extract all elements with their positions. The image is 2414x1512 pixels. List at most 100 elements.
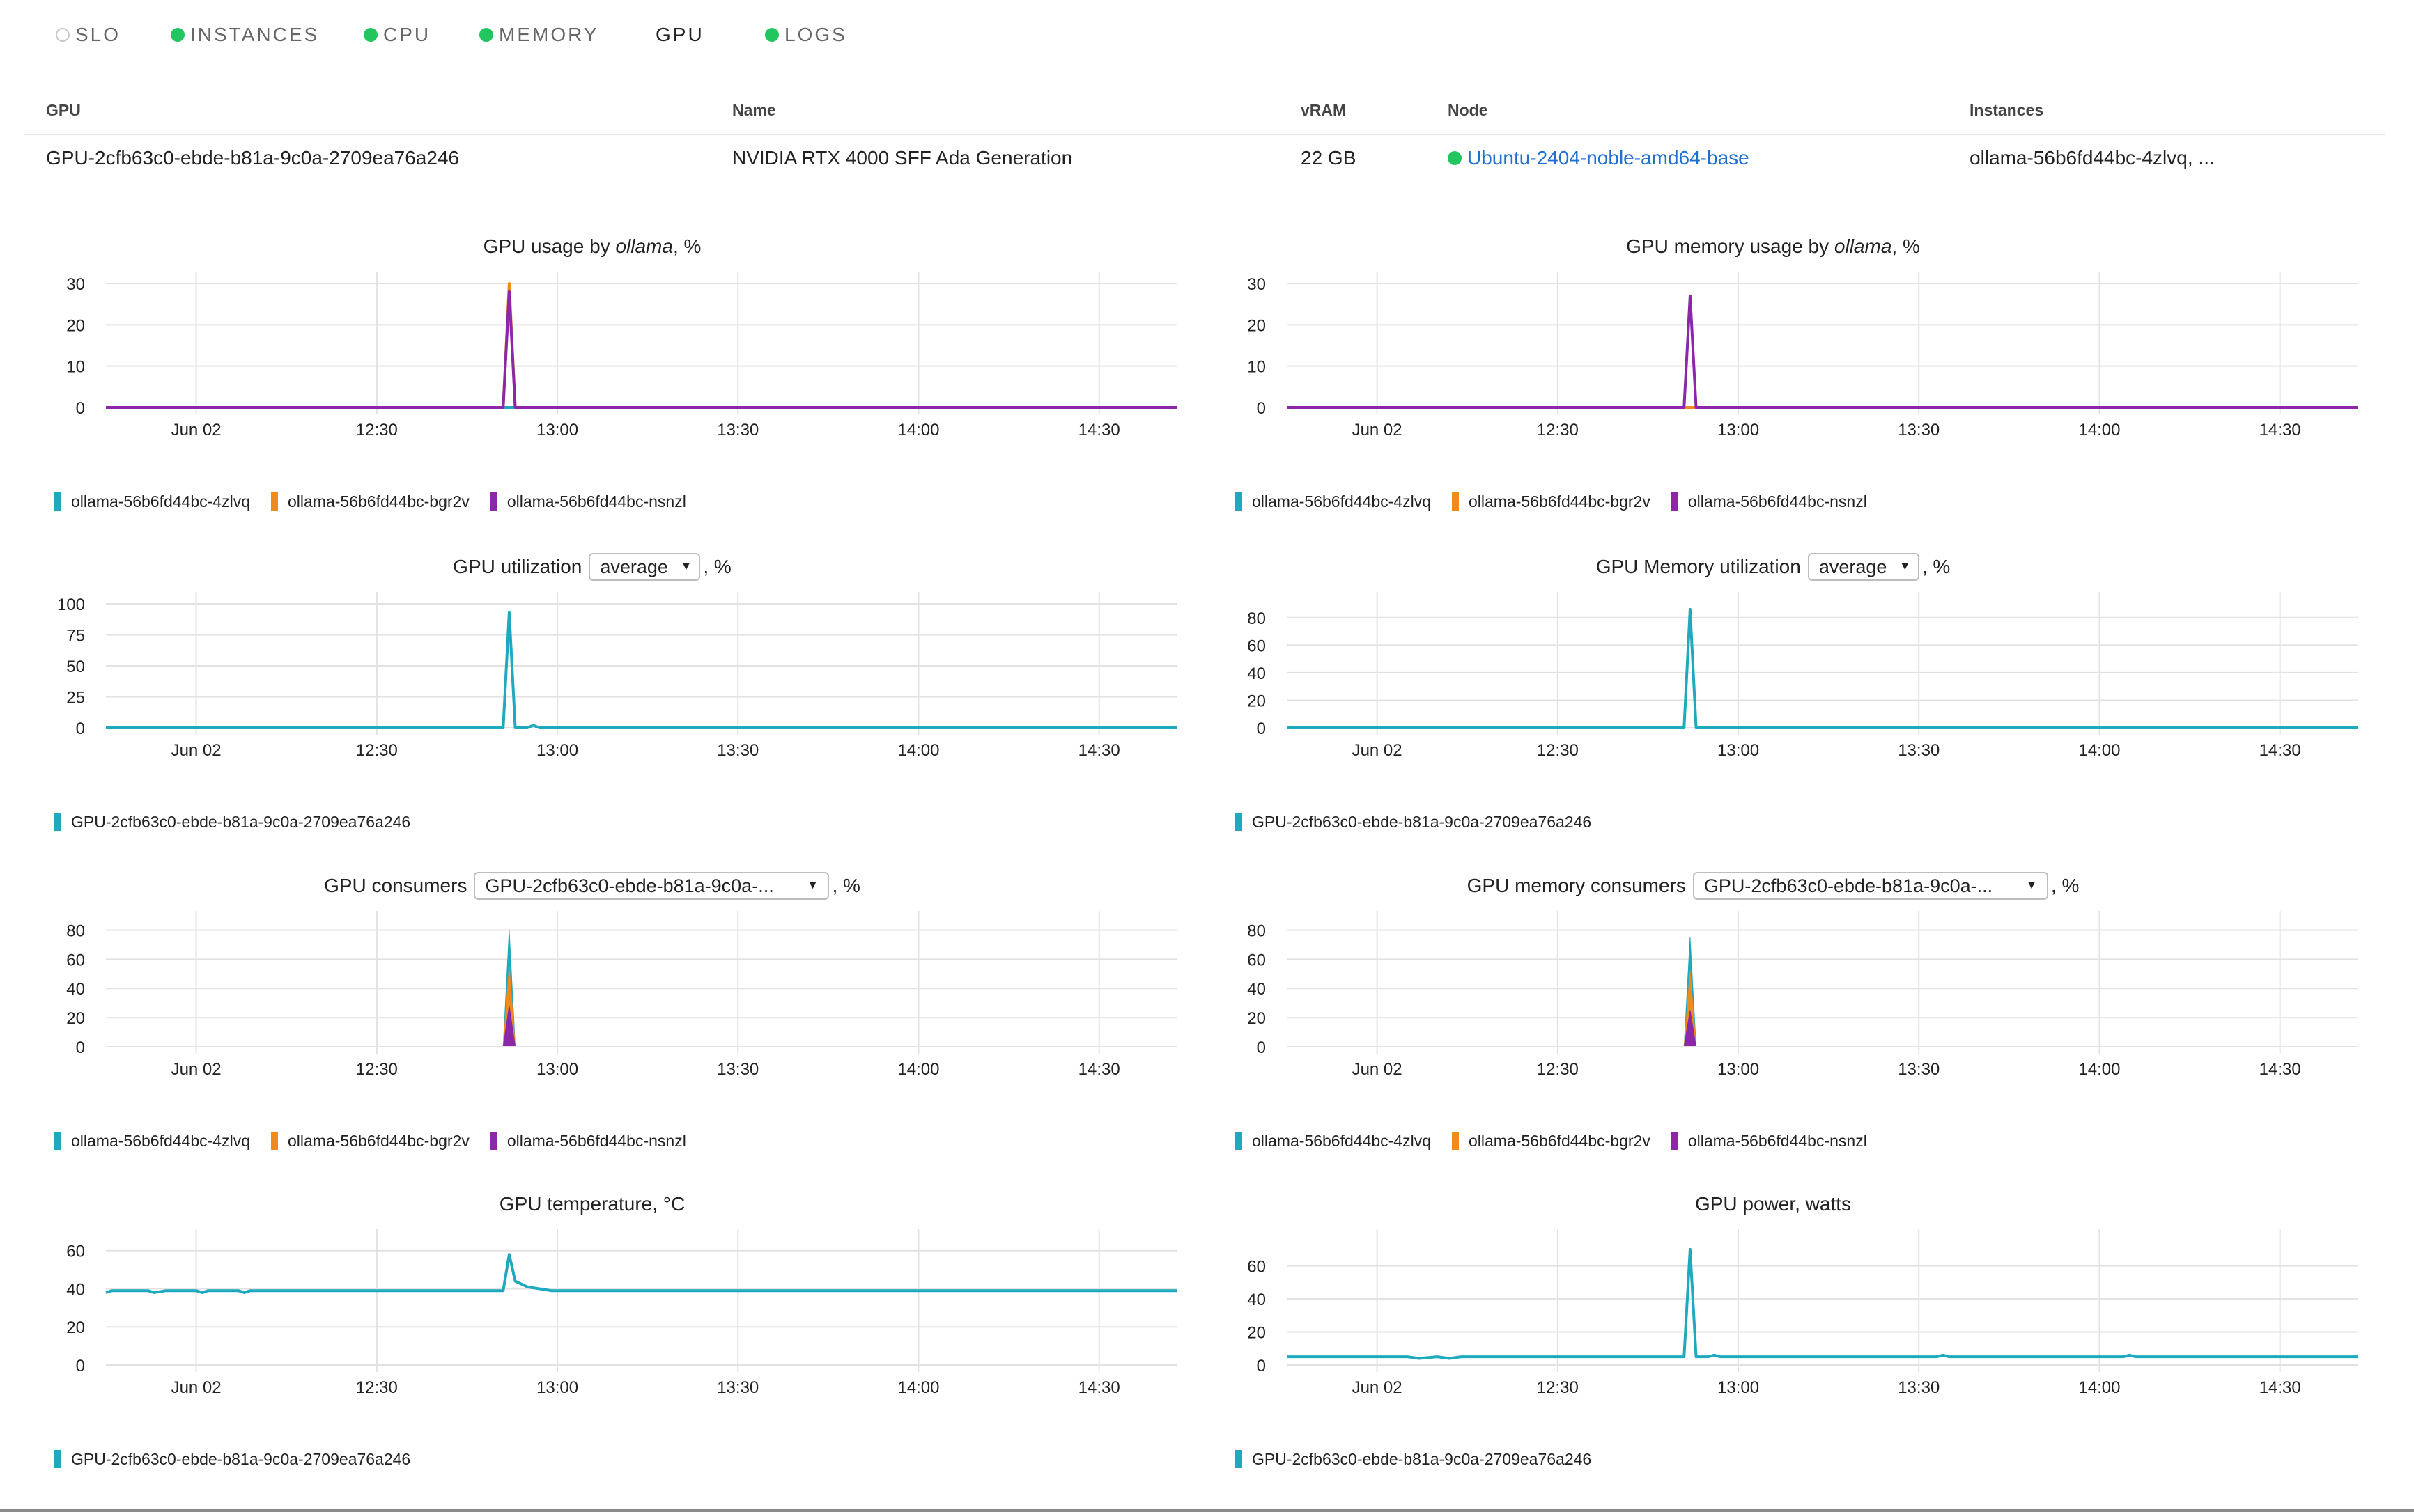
cell-instances: ollama-56b6fd44bc-4zlvq, ... [1970, 147, 2215, 169]
tab-slo[interactable]: SLO [56, 21, 121, 49]
tab-logs[interactable]: LOGS [765, 21, 847, 49]
tab-label: GPU [656, 24, 704, 45]
y-tick-label: 20 [66, 1318, 85, 1337]
cell-gpu-name: NVIDIA RTX 4000 SFF Ada Generation [732, 147, 1073, 169]
tab-bar: SLO INSTANCES CPU MEMORY GPU LOGS [0, 0, 2414, 70]
legend-label: ollama-56b6fd44bc-bgr2v [1469, 1131, 1650, 1150]
x-tick-label: 14:00 [2078, 421, 2120, 439]
x-tick-label: Jun 02 [171, 421, 222, 439]
legend-swatch-icon [1235, 1132, 1242, 1150]
status-ok-icon [171, 28, 185, 42]
gpu-memory-utilization-chart[interactable]: Jun 02 12:30 13:00 13:30 14:00 14:30 0 20 40 60 80 [1181, 589, 2365, 808]
select-value: average [1818, 556, 1887, 577]
legend-label: GPU-2cfb63c0-ebde-b81a-9c0a-2709ea76a246 [1252, 1449, 1592, 1468]
legend-item[interactable]: ollama-56b6fd44bc-nsnzl [490, 1132, 686, 1151]
chart-legend: ollama-56b6fd44bc-4zlvq ollama-56b6fd44bc… [1235, 489, 1888, 514]
x-tick-label: 13:00 [536, 1378, 578, 1397]
chart-legend: GPU-2cfb63c0-ebde-b81a-9c0a-2709ea76a246 [54, 809, 431, 834]
x-tick-label: 13:00 [1717, 1378, 1759, 1397]
title-text: GPU Memory utilization [1595, 556, 1801, 577]
node-link[interactable]: Ubuntu-2404-noble-amd64-base [1467, 147, 1749, 169]
gpu-memory-usage-chart[interactable]: Jun 02 12:30 13:00 13:30 14:00 14:30 0 10 20 30 [1181, 268, 2365, 488]
x-tick-label: 14:30 [2259, 421, 2301, 439]
x-tick-label: 14:30 [1078, 421, 1120, 439]
x-tick-label: 13:30 [717, 421, 759, 439]
tab-instances[interactable]: INSTANCES [171, 21, 319, 49]
x-tick-label: 12:30 [356, 421, 398, 439]
gpu-power-panel: GPU power, watts Jun 02 12:30 13:00 13:30 14… [1181, 1187, 2365, 1480]
legend-item[interactable]: ollama-56b6fd44bc-4zlvq [54, 492, 250, 511]
x-tick-label: 13:30 [717, 1060, 759, 1079]
tab-memory[interactable]: MEMORY [479, 21, 599, 49]
column-header-instances[interactable]: Instances [1970, 101, 2044, 119]
panel-title: GPU power, watts [1694, 1193, 1852, 1215]
legend-item[interactable]: GPU-2cfb63c0-ebde-b81a-9c0a-2709ea76a246 [1235, 1450, 1591, 1469]
tab-gpu[interactable]: GPU [656, 21, 704, 49]
y-tick-label: 100 [57, 595, 85, 614]
gpu-select[interactable]: GPU-2cfb63c0-ebde-b81a-9c0a-... ▼ [1692, 872, 2048, 900]
legend-swatch-icon [1452, 1132, 1459, 1150]
legend-item[interactable]: ollama-56b6fd44bc-4zlvq [54, 1132, 250, 1151]
x-tick-label: 14:00 [2078, 1060, 2120, 1079]
gpu-memory-consumers-chart[interactable]: Jun 02 12:30 13:00 13:30 14:00 14:30 0 20 40 60 80 [1181, 907, 2365, 1127]
y-tick-label: 20 [66, 316, 85, 335]
legend-label: ollama-56b6fd44bc-4zlvq [1252, 1131, 1431, 1150]
gpu-usage-chart[interactable]: Jun 02 12:30 13:00 13:30 14:00 14:30 0 10 20 30 [0, 268, 1184, 488]
legend-item[interactable]: ollama-56b6fd44bc-bgr2v [271, 1132, 470, 1151]
status-ok-icon [765, 28, 779, 42]
aggregation-select[interactable]: average ▼ [589, 553, 701, 581]
gpu-consumers-panel: GPU consumers GPU-2cfb63c0-ebde-b81a-9c0… [0, 869, 1184, 1162]
column-header-node[interactable]: Node [1448, 101, 1488, 119]
gpu-temperature-chart[interactable]: Jun 02 12:30 13:00 13:30 14:00 14:30 0 20 40 60 [0, 1226, 1184, 1445]
x-tick-label: 13:30 [1898, 421, 1940, 439]
legend-item[interactable]: ollama-56b6fd44bc-bgr2v [271, 492, 470, 511]
legend-item[interactable]: ollama-56b6fd44bc-nsnzl [1671, 1132, 1867, 1151]
legend-item[interactable]: ollama-56b6fd44bc-bgr2v [1452, 492, 1650, 511]
x-tick-label: Jun 02 [171, 741, 222, 760]
gpu-consumers-chart[interactable]: Jun 02 12:30 13:00 13:30 14:00 14:30 0 20 40 60 80 [0, 907, 1184, 1127]
x-tick-label: 13:00 [1717, 421, 1759, 439]
column-header-name[interactable]: Name [732, 101, 776, 119]
legend-swatch-icon [490, 1132, 497, 1150]
y-tick-label: 40 [1247, 1291, 1266, 1309]
legend-item[interactable]: ollama-56b6fd44bc-nsnzl [490, 492, 686, 511]
status-empty-icon [56, 28, 70, 42]
y-tick-label: 0 [1257, 719, 1266, 738]
title-text: GPU utilization [453, 556, 582, 577]
chevron-down-icon: ▼ [2026, 880, 2037, 891]
y-tick-label: 0 [76, 719, 85, 738]
legend-item[interactable]: ollama-56b6fd44bc-bgr2v [1452, 1132, 1650, 1151]
column-header-vram[interactable]: vRAM [1301, 101, 1347, 119]
table-header-divider [24, 134, 2385, 135]
x-tick-label: 14:30 [1078, 741, 1120, 760]
y-tick-label: 40 [1247, 664, 1266, 683]
gpu-power-chart[interactable]: Jun 02 12:30 13:00 13:30 14:00 14:30 0 20 40 60 [1181, 1226, 2365, 1445]
x-tick-label: 13:30 [1898, 741, 1940, 760]
legend-item[interactable]: ollama-56b6fd44bc-nsnzl [1671, 492, 1867, 511]
x-tick-label: 12:30 [1537, 741, 1579, 760]
title-suffix: , % [1921, 556, 1951, 577]
legend-item[interactable]: GPU-2cfb63c0-ebde-b81a-9c0a-2709ea76a246 [54, 813, 410, 832]
gpu-memory-usage-panel: GPU memory usage by ollama, % Jun 02 12:3… [1181, 230, 2365, 522]
x-tick-label: 12:30 [356, 1060, 398, 1079]
legend-swatch-icon [271, 1132, 278, 1150]
y-tick-label: 80 [1247, 921, 1266, 940]
title-text: GPU consumers [324, 875, 467, 896]
legend-item[interactable]: ollama-56b6fd44bc-4zlvq [1235, 1132, 1431, 1151]
legend-item[interactable]: GPU-2cfb63c0-ebde-b81a-9c0a-2709ea76a246 [54, 1450, 410, 1469]
title-text: GPU memory usage by [1626, 235, 1834, 257]
x-tick-label: 12:30 [1537, 1060, 1579, 1079]
aggregation-select[interactable]: average ▼ [1807, 553, 1919, 581]
series-line [105, 1253, 1177, 1294]
series-line [106, 611, 1177, 729]
title-emphasis: ollama [615, 235, 673, 257]
tab-label: CPU [383, 24, 431, 45]
legend-item[interactable]: ollama-56b6fd44bc-4zlvq [1235, 492, 1431, 511]
tab-cpu[interactable]: CPU [364, 21, 431, 49]
gpu-select[interactable]: GPU-2cfb63c0-ebde-b81a-9c0a-... ▼ [474, 872, 830, 900]
legend-item[interactable]: GPU-2cfb63c0-ebde-b81a-9c0a-2709ea76a246 [1235, 813, 1591, 832]
legend-swatch-icon [1235, 492, 1242, 511]
column-header-gpu[interactable]: GPU [46, 101, 81, 119]
gpu-utilization-chart[interactable]: Jun 02 12:30 13:00 13:30 14:00 14:30 0 25 50 75 10… [0, 589, 1184, 808]
legend-swatch-icon [1671, 1132, 1678, 1150]
